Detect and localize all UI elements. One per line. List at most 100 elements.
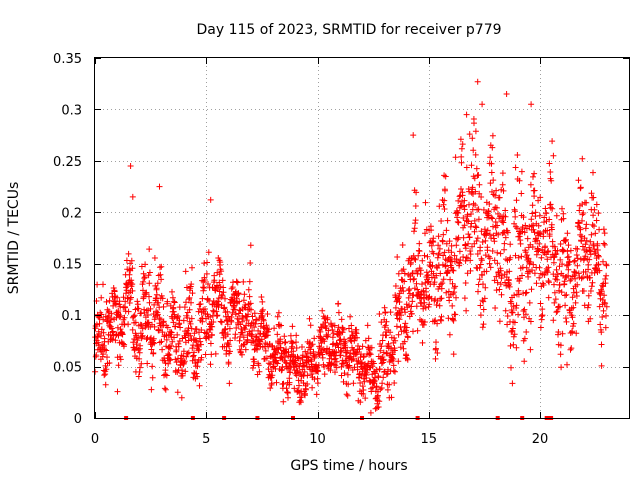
- data-point: [387, 309, 394, 316]
- data-point: [401, 270, 408, 277]
- data-point: [499, 170, 506, 177]
- data-point: [550, 317, 557, 324]
- data-point: [186, 306, 193, 313]
- data-point: [592, 230, 599, 237]
- data-point: [570, 320, 577, 327]
- data-point: [517, 240, 524, 247]
- data-point: [541, 272, 548, 278]
- data-point: [546, 279, 552, 286]
- data-point: [438, 218, 445, 224]
- data-point: [245, 286, 252, 293]
- data-point: [417, 267, 424, 274]
- data-point: [530, 261, 537, 268]
- data-point: [460, 254, 467, 260]
- data-point: [274, 313, 281, 320]
- data-point: [509, 309, 516, 316]
- data-point: [245, 311, 252, 318]
- data-point: [448, 249, 455, 256]
- data-point: [504, 313, 511, 319]
- data-point: [187, 332, 194, 339]
- data-point: [303, 353, 310, 360]
- data-point: [568, 345, 575, 352]
- data-point: [129, 287, 136, 294]
- data-point: [228, 318, 235, 325]
- data-point: [278, 322, 284, 329]
- data-point: [321, 315, 328, 322]
- data-point: [471, 175, 478, 182]
- data-point: [518, 253, 525, 260]
- data-point: [475, 172, 482, 178]
- data-point: [92, 368, 99, 375]
- data-point: [121, 341, 128, 348]
- data-point: [521, 229, 528, 236]
- data-point: [239, 329, 246, 336]
- data-point: [440, 252, 447, 259]
- data-point: [551, 289, 558, 296]
- data-point: [472, 223, 479, 230]
- data-point: [307, 346, 314, 353]
- data-point: [247, 260, 254, 266]
- data-point: [354, 349, 361, 356]
- data-point: [128, 294, 134, 301]
- data-point: [478, 255, 485, 262]
- data-point: [545, 264, 552, 271]
- data-point: [485, 208, 492, 214]
- data-point: [531, 170, 538, 177]
- data-point: [528, 286, 535, 293]
- data-point: [198, 327, 205, 333]
- data-point: [236, 316, 242, 323]
- data-point: [536, 212, 543, 219]
- data-point: [495, 231, 502, 238]
- data-point: [466, 131, 473, 138]
- data-point: [557, 351, 564, 358]
- data-point: [500, 187, 507, 194]
- data-point: [474, 78, 481, 85]
- data-point: [114, 388, 121, 395]
- data-point: [155, 327, 162, 334]
- data-point: [139, 332, 146, 339]
- data-point: [459, 141, 466, 148]
- data-point: [100, 351, 107, 358]
- data-point: [520, 214, 527, 221]
- data-point: [442, 263, 449, 270]
- data-point: [267, 385, 274, 392]
- data-point: [436, 203, 443, 210]
- data-point: [439, 238, 446, 245]
- data-point: [217, 318, 224, 325]
- data-point: [296, 382, 302, 389]
- data-point: [253, 317, 260, 324]
- data-point: [198, 354, 205, 361]
- data-point: [179, 372, 186, 379]
- data-point: [451, 252, 458, 259]
- x-tick-label: 15: [420, 432, 437, 447]
- data-point: [563, 291, 570, 298]
- data-point: [437, 270, 444, 277]
- data-point: [146, 269, 153, 276]
- data-point: [465, 231, 472, 238]
- data-point: [519, 272, 525, 279]
- data-point: [448, 264, 455, 271]
- data-point: [559, 330, 566, 337]
- data-point: [551, 243, 558, 250]
- data-point: [145, 319, 152, 326]
- data-point: [160, 318, 167, 325]
- data-point: [125, 250, 132, 257]
- data-point: [487, 180, 494, 187]
- data-point: [129, 265, 136, 272]
- data-point: [240, 341, 247, 348]
- data-point: [240, 297, 247, 304]
- data-point: [302, 392, 308, 399]
- x-axis-tick-labels: 0 5 10 15 20: [91, 432, 548, 447]
- data-point: [456, 260, 463, 267]
- data-point: [487, 264, 494, 271]
- data-point: [480, 298, 487, 305]
- data-point: [422, 230, 428, 237]
- data-point: [166, 352, 173, 358]
- data-point: [443, 227, 450, 234]
- data-point: [538, 313, 545, 320]
- data-point: [436, 245, 443, 252]
- data-point: [199, 295, 206, 302]
- data-point: [274, 360, 281, 367]
- data-point: [103, 347, 110, 354]
